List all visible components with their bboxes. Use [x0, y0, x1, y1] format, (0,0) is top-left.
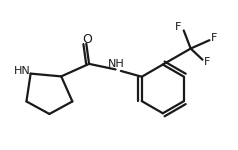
- Text: NH: NH: [108, 59, 124, 69]
- Text: F: F: [211, 33, 218, 43]
- Text: F: F: [175, 22, 181, 32]
- Text: HN: HN: [14, 66, 31, 76]
- Text: O: O: [83, 33, 93, 46]
- Text: F: F: [204, 57, 211, 67]
